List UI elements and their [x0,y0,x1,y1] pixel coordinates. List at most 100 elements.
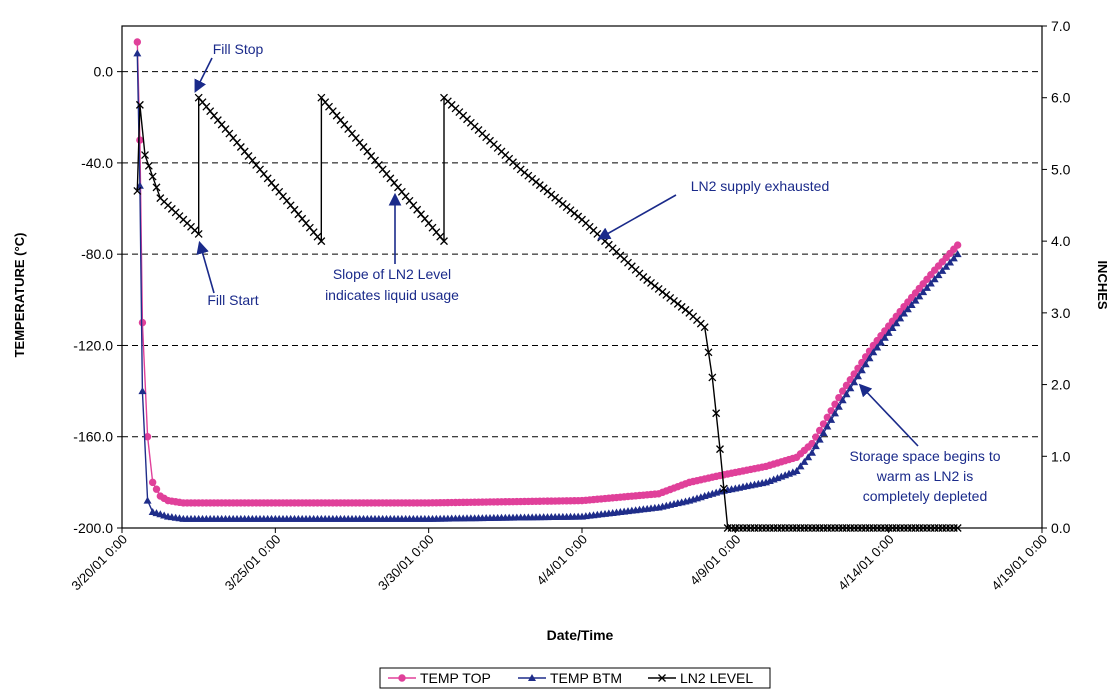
data-point [873,343,882,351]
data-point [135,100,144,109]
data-point [907,300,916,308]
annotation-warm-line1: Storage space begins to [850,448,1001,464]
y-left-tick-label: -40.0 [81,155,113,171]
data-point [144,161,153,170]
data-point [854,372,862,380]
data-point [877,338,885,346]
data-point [827,415,836,423]
series-line [136,95,958,529]
data-point [927,271,935,279]
legend-marker [658,674,666,682]
data-point [919,288,928,296]
data-point [819,429,828,437]
data-point [911,296,920,304]
series-line [136,53,959,520]
data-point [194,230,203,238]
y-right-tick-label: 5.0 [1051,161,1071,177]
data-point [804,453,813,461]
data-point [953,241,962,249]
data-point [716,445,724,454]
data-point [831,409,839,417]
y-left-tick-label: -200.0 [73,520,113,536]
legend-label: TEMP BTM [550,670,622,686]
x-tick-label: 3/30/01 0:00 [375,532,437,594]
annotation-warm-line2: warm as LN2 is [876,468,973,484]
data-point [148,478,157,487]
series-ln2-level [133,93,962,532]
data-point [152,183,161,192]
legend-item: LN2 LEVEL [648,670,753,686]
data-point [915,292,924,300]
annotation-arrow [858,383,919,447]
y-right-tick-label: 4.0 [1051,233,1071,249]
series-temp-btm [133,49,962,522]
data-point [888,324,897,332]
y-right-tick-label: 0.0 [1051,520,1071,536]
data-point [133,186,142,195]
y-right-tick-label: 7.0 [1051,18,1071,34]
data-point [907,293,916,302]
data-point [942,262,951,270]
annotation-arrow [196,240,215,294]
data-point [892,319,901,327]
data-point [136,136,144,144]
y-right-tick-label: 1.0 [1051,448,1071,464]
data-point [938,266,947,274]
data-point [953,250,962,258]
data-point [923,275,931,283]
x-tick-label: 4/9/01 0:00 [687,532,744,589]
legend-item: TEMP BTM [518,670,622,686]
legend-item: TEMP TOP [388,670,491,686]
y-axis-left-title: TEMPERATURE (°C) [12,233,27,358]
data-point [869,348,878,356]
data-point [815,435,824,443]
data-point [884,328,893,336]
data-point [946,258,954,266]
y-axis-right-title: INCHES [1095,260,1108,309]
data-point [138,387,147,395]
data-point [949,254,958,262]
x-tick-label: 4/19/01 0:00 [988,532,1050,594]
data-point [811,442,820,450]
annotation-slope-line2: indicates liquid usage [325,287,459,303]
data-point [919,280,927,288]
y-right-tick-label: 2.0 [1051,377,1071,393]
data-point [930,275,939,283]
y-left-tick-label: -160.0 [73,429,113,445]
grid [122,71,1042,438]
data-point [880,333,889,341]
annotation-fill-start: Fill Start [207,292,258,308]
y-right-tick-label: 6.0 [1051,90,1071,106]
data-point [838,387,847,395]
x-tick-label: 3/20/01 0:00 [68,532,130,594]
legend-marker [528,674,536,681]
annotations: Fill Stop Fill Start Slope of LN2 Level ind… [194,41,1001,504]
legend-label: TEMP TOP [420,670,491,686]
data-point [923,283,931,291]
data-point [317,237,326,246]
data-point [834,402,843,410]
data-point [842,390,851,398]
data-point [796,462,805,470]
data-point [700,323,709,332]
y-left-tick-label: 0.0 [94,64,114,80]
data-point [896,314,905,322]
data-point [440,237,448,246]
annotation-fill-stop: Fill Stop [213,41,264,57]
data-point [823,422,832,430]
data-point [152,485,161,493]
series [133,38,962,532]
annotation-slope-line1: Slope of LN2 Level [333,266,451,282]
data-point [708,373,717,382]
data-point [911,289,920,297]
data-point [143,496,152,504]
data-point [808,448,816,456]
data-point [792,466,801,474]
data-point [865,354,874,362]
x-tick-label: 3/25/01 0:00 [222,532,284,594]
data-point [704,348,713,357]
data-point [926,279,935,287]
data-point [861,360,870,368]
annotation-arrow [194,57,213,93]
